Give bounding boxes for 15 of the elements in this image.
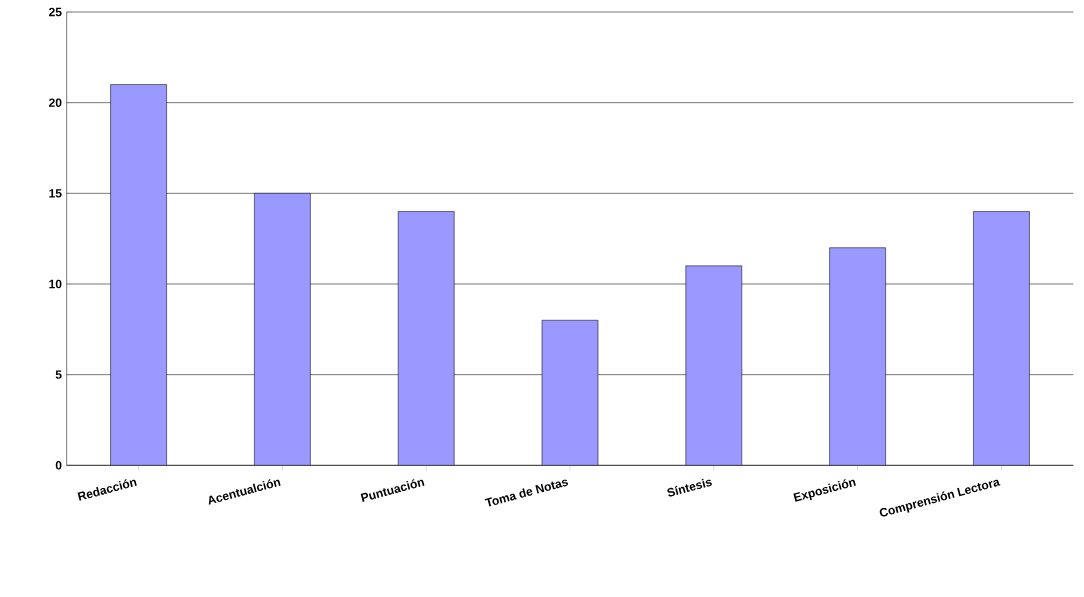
bar xyxy=(685,265,743,466)
bar xyxy=(829,247,886,466)
bar xyxy=(973,211,1030,466)
y-tick-label: 0 xyxy=(55,460,62,470)
y-tick-label: 15 xyxy=(49,188,62,198)
bar xyxy=(541,319,599,466)
x-tick-label: Síntesis xyxy=(667,478,712,497)
bar xyxy=(397,211,455,466)
x-tick-label: Toma de Notas xyxy=(484,479,569,507)
bar xyxy=(254,192,311,466)
y-tick-label: 5 xyxy=(55,370,62,379)
bar xyxy=(110,84,167,466)
y-tick-label: 10 xyxy=(49,279,62,289)
y-tick-label: 25 xyxy=(49,7,62,17)
y-tick-label: 20 xyxy=(49,98,62,107)
